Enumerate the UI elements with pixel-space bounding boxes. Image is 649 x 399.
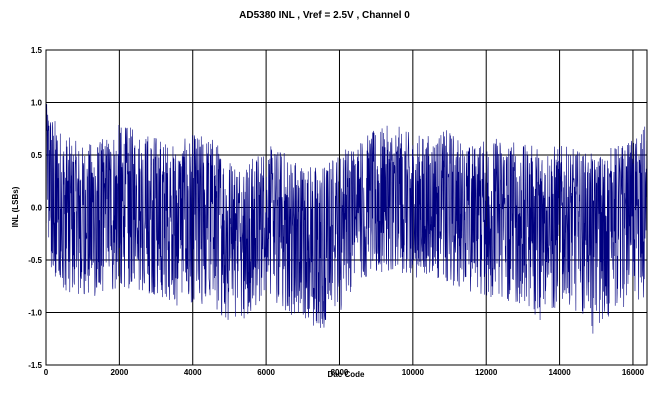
y-tick-label: -1.5	[28, 361, 42, 370]
y-tick-label: 0.5	[31, 151, 43, 160]
x-tick-label: 0	[44, 368, 49, 377]
x-tick-label: 2000	[110, 368, 128, 377]
x-tick-label: 6000	[257, 368, 275, 377]
x-tick-label: 8000	[331, 368, 349, 377]
x-axis-label: Dac Code	[328, 370, 365, 379]
x-tick-label: 14000	[548, 368, 571, 377]
x-tick-label: 16000	[622, 368, 645, 377]
y-tick-label: 0.0	[31, 204, 43, 213]
inl-series-line	[45, 104, 648, 334]
x-tick-label: 12000	[475, 368, 498, 377]
y-axis-label: INL (LSBs)	[11, 186, 20, 227]
x-tick-label: 10000	[402, 368, 425, 377]
x-tick-label: 4000	[184, 368, 202, 377]
plot-area-border	[45, 49, 648, 366]
y-tick-label: 1.0	[31, 99, 43, 108]
plot-series	[45, 104, 648, 334]
y-tick-labels: 1.5 1.0 0.5 0.0 -0.5 -1.0 -1.5	[28, 46, 42, 370]
y-tick-label: -1.0	[28, 309, 42, 318]
y-tick-label: -0.5	[28, 256, 42, 265]
chart-title: AD5380 INL , Vref = 2.5V , Channel 0	[239, 10, 410, 21]
y-tick-label: 1.5	[31, 46, 43, 55]
x-tick-labels: 0 2000 4000 6000 8000 10000 12000 14000 16000	[44, 368, 645, 377]
